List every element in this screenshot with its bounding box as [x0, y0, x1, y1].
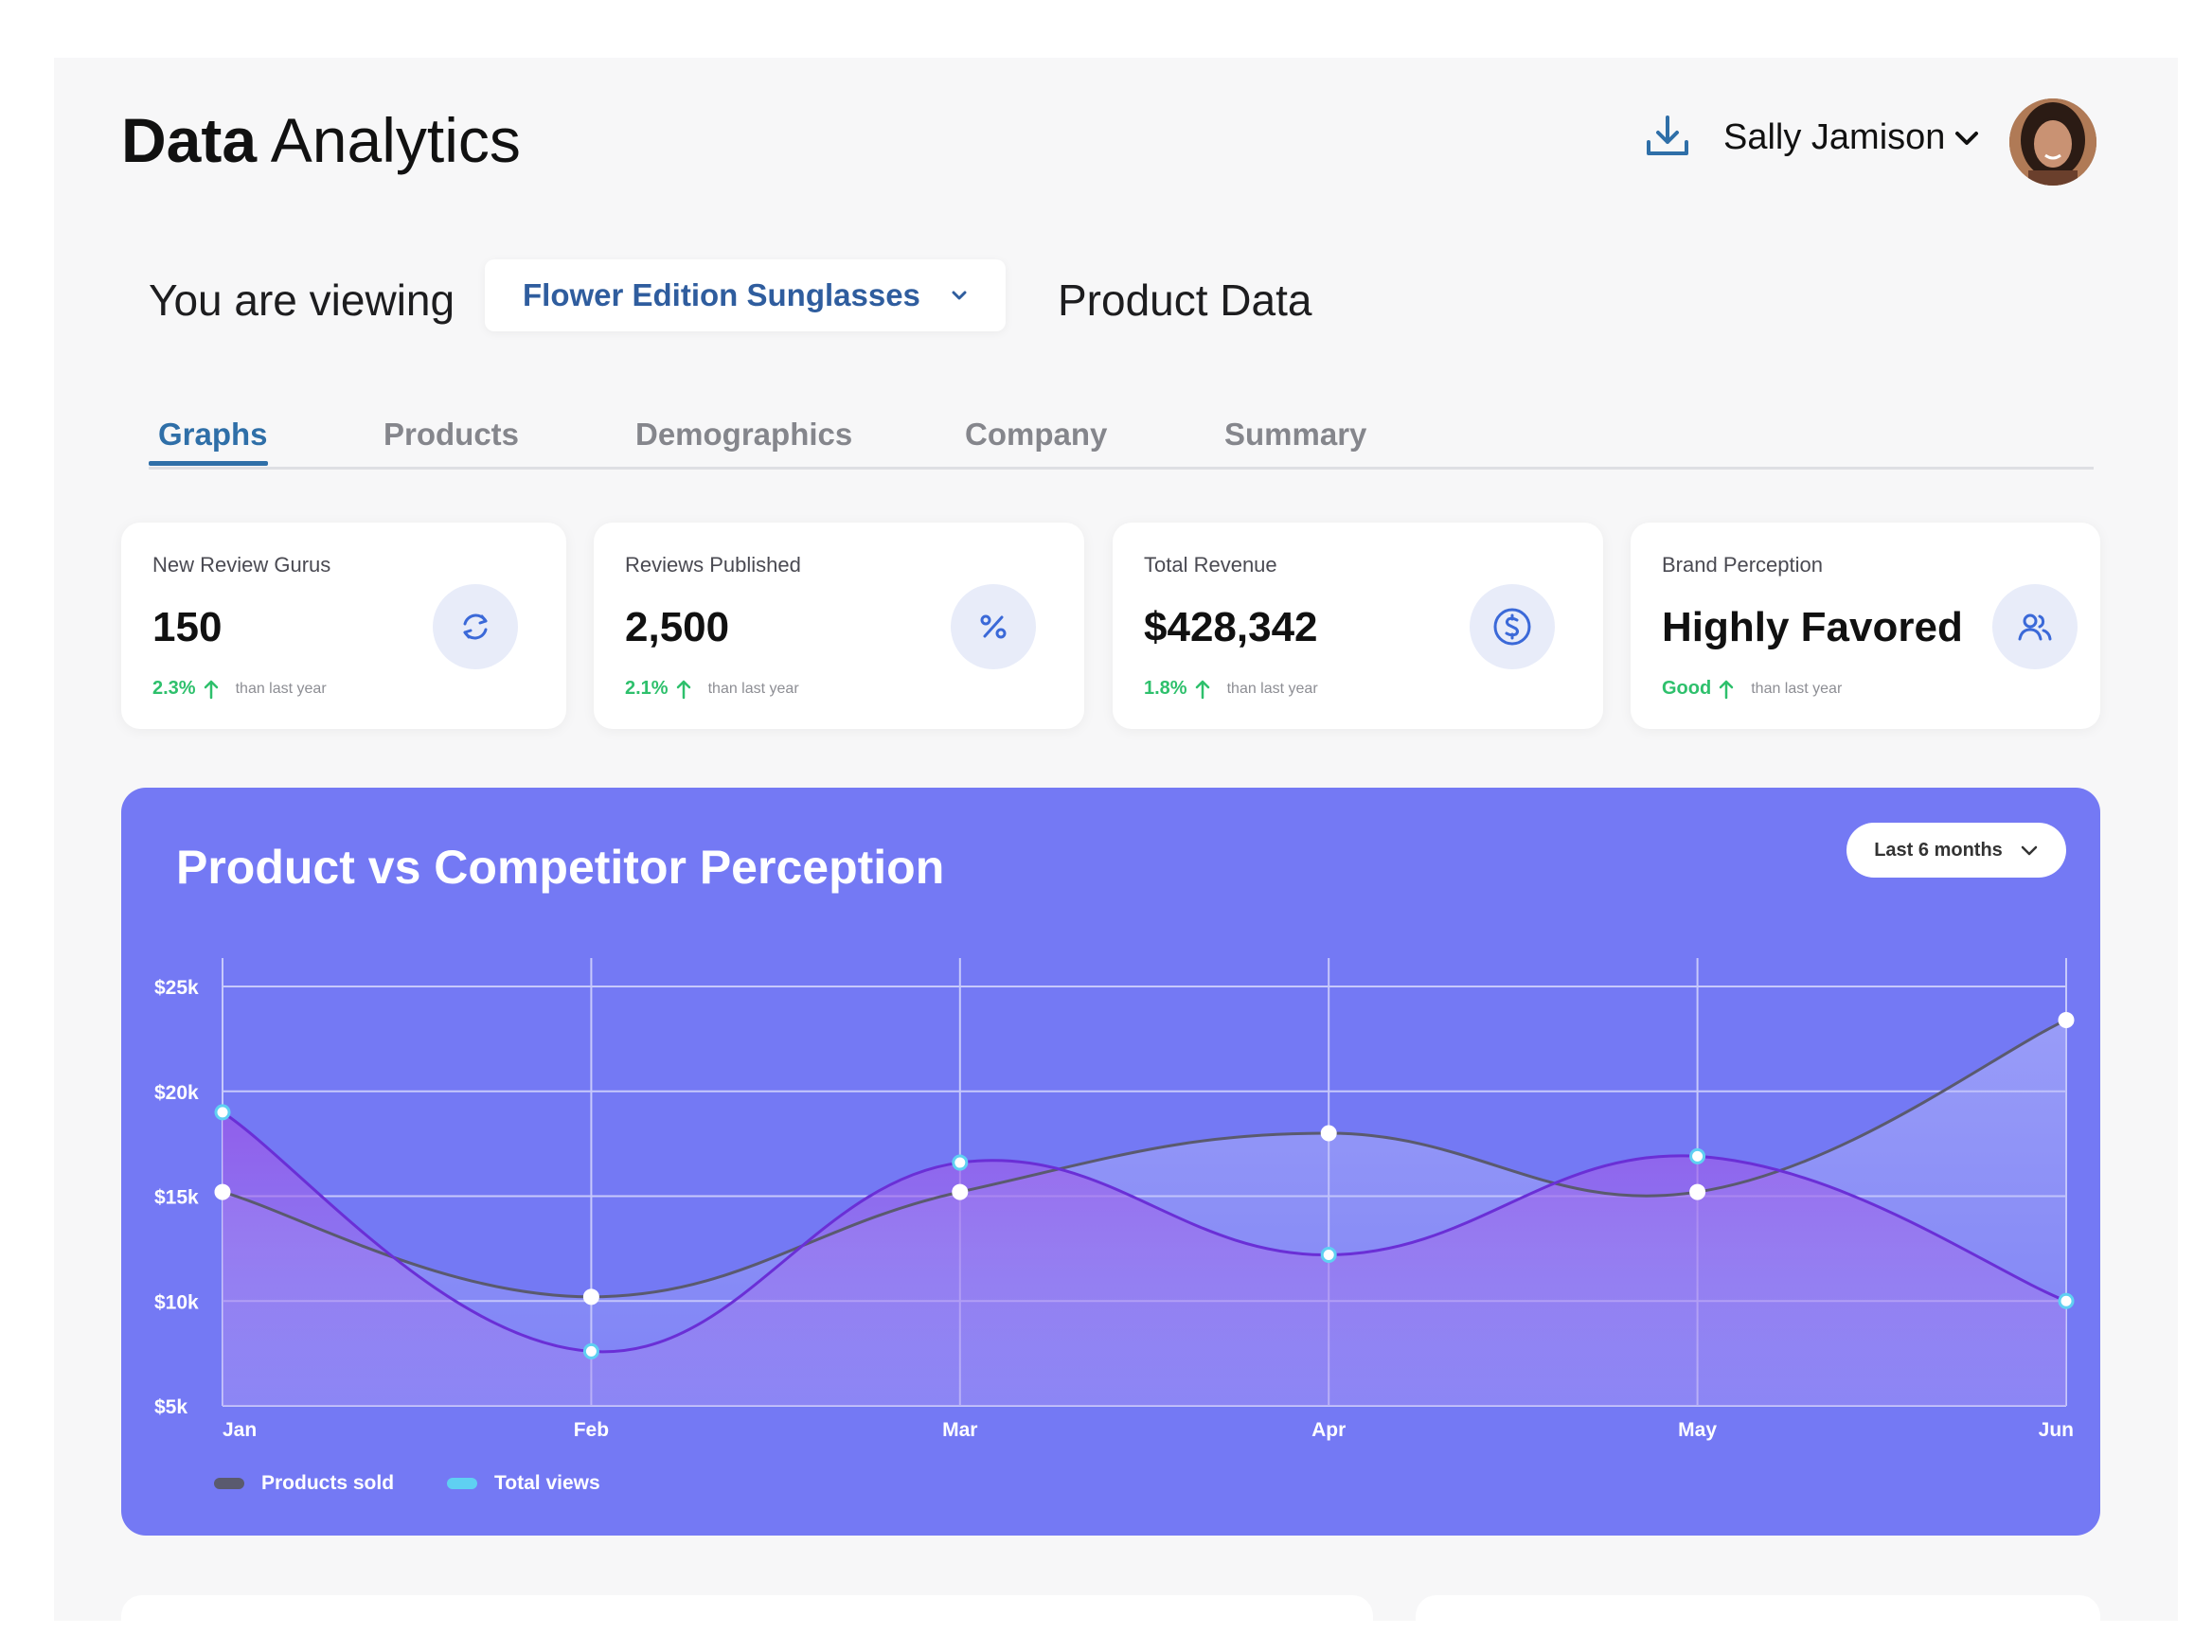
chart-title: Product vs Competitor Perception	[176, 841, 945, 894]
arrow-up-icon	[1195, 680, 1209, 699]
legend-item-total-views: Total views	[447, 1472, 600, 1495]
user-name: Sally Jamison	[1723, 117, 1946, 157]
title-bold: Data	[121, 105, 258, 175]
kpi-card-total-revenue: Total Revenue $428,342 1.8% than last ye…	[1113, 523, 1603, 729]
kpi-delta: 1.8% than last year	[1144, 678, 1318, 700]
y-tick-label: $15k	[154, 1187, 199, 1209]
kpi-card-reviews-published: Reviews Published 2,500 2.1% than last y…	[594, 523, 1084, 729]
kpi-label: Reviews Published	[625, 553, 801, 577]
data-point-total-views[interactable]	[1689, 1147, 1706, 1164]
kpi-delta-note: than last year	[235, 680, 327, 697]
data-point-total-views[interactable]	[214, 1104, 231, 1121]
legend-item-products-sold: Products sold	[214, 1472, 394, 1495]
kpi-value: 150	[152, 604, 223, 650]
bottom-card-right	[1416, 1595, 2100, 1652]
avatar-image	[2009, 98, 2096, 186]
arrow-up-icon	[204, 680, 218, 699]
legend-swatch	[447, 1478, 477, 1489]
kpi-card-brand-perception: Brand Perception Highly Favored Good tha…	[1631, 523, 2100, 729]
chevron-down-icon	[952, 291, 967, 300]
product-select[interactable]: Flower Edition Sunglasses	[485, 259, 1006, 331]
page-title: Data Analytics	[121, 104, 521, 176]
tab-demographics[interactable]: Demographics	[635, 417, 853, 452]
data-point-products-sold[interactable]	[214, 1183, 231, 1200]
kpi-delta-value: 1.8%	[1144, 678, 1187, 699]
legend-label: Total views	[494, 1472, 600, 1494]
tab-products[interactable]: Products	[384, 417, 520, 452]
chevron-down-icon	[1955, 131, 1979, 145]
data-point-products-sold[interactable]	[582, 1288, 599, 1306]
kpi-delta-value: 2.3%	[152, 678, 196, 699]
avatar[interactable]	[2009, 98, 2096, 186]
kpi-delta-value: 2.1%	[625, 678, 669, 699]
data-point-total-views[interactable]	[952, 1154, 969, 1171]
viewing-suffix: Product Data	[1058, 275, 1312, 325]
y-tick-label: $10k	[154, 1291, 199, 1313]
kpi-delta-note: than last year	[1751, 680, 1843, 697]
y-tick-label: $5k	[154, 1396, 187, 1418]
y-tick-label: $25k	[154, 977, 199, 999]
series-line-products-sold	[222, 1019, 2067, 1299]
arrow-up-icon	[1719, 680, 1734, 699]
range-select-value: Last 6 months	[1874, 839, 2003, 861]
x-tick-label: Jan	[223, 1419, 257, 1441]
legend-label: Products sold	[261, 1472, 395, 1494]
percent-icon	[951, 584, 1036, 669]
kpi-delta: 2.1% than last year	[625, 678, 799, 700]
users-icon	[1992, 584, 2078, 669]
data-point-total-views[interactable]	[582, 1342, 599, 1359]
tab-summary[interactable]: Summary	[1224, 417, 1367, 452]
x-tick-label: Feb	[574, 1419, 609, 1441]
product-select-value: Flower Edition Sunglasses	[523, 277, 920, 312]
kpi-delta: 2.3% than last year	[152, 678, 327, 700]
data-point-products-sold[interactable]	[1320, 1125, 1337, 1142]
kpi-value: $428,342	[1144, 604, 1318, 650]
data-point-total-views[interactable]	[1320, 1247, 1337, 1264]
refresh-icon	[433, 584, 518, 669]
kpi-value: Highly Favored	[1662, 604, 1963, 650]
x-tick-label: Jun	[2039, 1419, 2074, 1441]
kpi-value: 2,500	[625, 604, 730, 650]
kpi-label: Total Revenue	[1144, 553, 1277, 577]
x-tick-label: May	[1678, 1419, 1717, 1441]
x-tick-label: Mar	[942, 1419, 977, 1441]
download-icon[interactable]	[1643, 112, 1692, 161]
chevron-down-icon	[2021, 845, 2038, 856]
data-point-products-sold[interactable]	[952, 1183, 969, 1200]
active-tab-indicator	[149, 461, 268, 466]
kpi-card-review-gurus: New Review Gurus 150 2.3% than last year	[121, 523, 566, 729]
data-point-products-sold[interactable]	[2058, 1011, 2075, 1028]
series-line-total-views	[222, 1110, 2067, 1354]
kpi-label: New Review Gurus	[152, 553, 331, 577]
legend-swatch	[214, 1478, 244, 1489]
x-tick-label: Apr	[1311, 1419, 1346, 1441]
kpi-delta-note: than last year	[1226, 680, 1318, 697]
range-select[interactable]: Last 6 months	[1846, 823, 2066, 878]
kpi-label: Brand Perception	[1662, 553, 1823, 577]
kpi-delta: Good than last year	[1662, 678, 1842, 700]
line-chart: $25k $20k $15k $10k $5k Jan Feb Mar Apr May Jun	[154, 958, 2075, 1441]
bottom-card-left	[121, 1595, 1373, 1652]
tab-graphs[interactable]: Graphs	[158, 417, 268, 452]
kpi-delta-note: than last year	[707, 680, 799, 697]
chart-panel: Product vs Competitor Perception Last 6 …	[121, 788, 2100, 1536]
user-menu[interactable]: Sally Jamison	[1723, 117, 1979, 158]
tab-company[interactable]: Company	[965, 417, 1108, 452]
title-light: Analytics	[270, 105, 521, 175]
viewing-prefix: You are viewing	[149, 275, 455, 325]
dollar-icon	[1470, 584, 1555, 669]
data-point-products-sold[interactable]	[1689, 1183, 1706, 1200]
data-point-total-views[interactable]	[2058, 1292, 2075, 1309]
kpi-delta-value: Good	[1662, 678, 1712, 699]
tab-bar: Graphs Products Demographics Company Sum…	[149, 412, 2094, 470]
y-tick-label: $20k	[154, 1082, 199, 1104]
arrow-up-icon	[676, 680, 690, 699]
